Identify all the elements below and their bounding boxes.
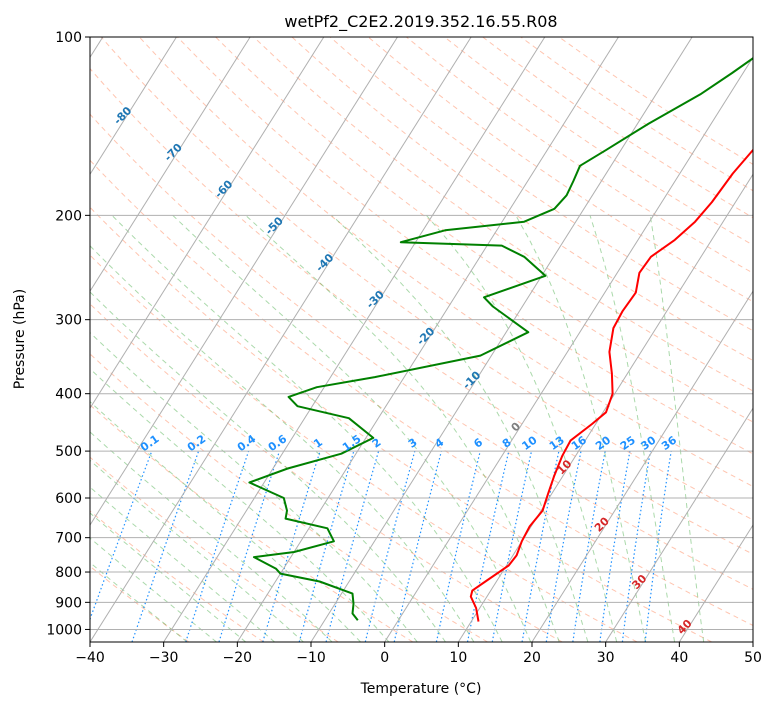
moist-adiabat-line bbox=[90, 245, 475, 642]
isotherm-line bbox=[90, 37, 177, 176]
moist-adiabat-line bbox=[245, 214, 560, 642]
y-tick-label: 900 bbox=[55, 595, 82, 611]
x-tick-label: −20 bbox=[223, 650, 253, 666]
y-axis: 1000 900 800 700 600 500 400 300 200 100 bbox=[46, 30, 90, 638]
isotherm-line bbox=[236, 37, 619, 642]
isotherm-line bbox=[90, 37, 472, 642]
moist-adiabat-line bbox=[589, 215, 676, 642]
dry-adiabat-line bbox=[90, 67, 753, 555]
plot-area: -100-90-80-70-60-50-40-30-20-10010203040… bbox=[90, 37, 753, 642]
y-tick-label: 300 bbox=[55, 313, 82, 329]
moist-adiabat-line bbox=[111, 214, 503, 642]
moist-adiabats bbox=[90, 214, 705, 642]
mixing-ratio-line bbox=[185, 450, 250, 642]
moist-adiabat-line bbox=[90, 331, 418, 642]
x-tick-label: −10 bbox=[296, 650, 326, 666]
dry-adiabat-line bbox=[90, 456, 339, 642]
dry-adiabat-line bbox=[90, 113, 753, 590]
isotherm-line bbox=[90, 37, 398, 527]
y-tick-label: 800 bbox=[55, 565, 82, 581]
isotherm-line bbox=[163, 37, 546, 642]
y-tick-label: 100 bbox=[55, 30, 82, 46]
moist-adiabat-line bbox=[90, 486, 275, 642]
isotherm-line bbox=[384, 56, 753, 642]
dry-adiabat-line bbox=[90, 303, 563, 642]
x-axis: −40 −30 −20 −10 0 10 20 30 40 50 bbox=[75, 642, 762, 666]
dry-adiabat-line bbox=[291, 37, 753, 362]
x-tick-label: −30 bbox=[149, 650, 179, 666]
mixing-ratio-line bbox=[435, 450, 481, 642]
dry-adiabat-line bbox=[90, 510, 264, 642]
x-axis-title: Temperature (°C) bbox=[360, 681, 482, 697]
y-tick-label: 400 bbox=[55, 387, 82, 403]
x-tick-label: 10 bbox=[449, 650, 467, 666]
dry-adiabat-line bbox=[367, 37, 753, 303]
isotherm-line bbox=[678, 524, 753, 642]
y-tick-label: 200 bbox=[55, 208, 82, 224]
dry-adiabat-line bbox=[90, 353, 488, 642]
profile-series bbox=[248, 57, 753, 622]
plot-frame bbox=[89, 36, 754, 643]
y-tick-label: 1000 bbox=[46, 622, 82, 638]
y-axis-title: Pressure (hPa) bbox=[12, 289, 28, 389]
x-tick-label: 50 bbox=[744, 650, 762, 666]
moist-adiabat-line bbox=[515, 215, 647, 642]
isotherm-line bbox=[90, 37, 325, 410]
mixing-ratio-line bbox=[218, 450, 281, 642]
chart-title: wetPf2_C2E2.2019.352.16.55.R08 bbox=[284, 12, 557, 32]
mixing-ratio-line bbox=[325, 450, 380, 642]
moist-adiabat-line bbox=[90, 401, 361, 642]
x-tick-label: 30 bbox=[597, 650, 615, 666]
y-tick-label: 600 bbox=[55, 491, 82, 507]
dewpoint-profile-line bbox=[248, 57, 753, 621]
moist-adiabat-line bbox=[90, 431, 333, 642]
isotherm-line bbox=[531, 290, 753, 642]
mixing-ratio-line bbox=[644, 451, 672, 642]
dry-adiabat-line bbox=[90, 159, 753, 627]
isotherm-line bbox=[605, 407, 753, 642]
moist-adiabat-line bbox=[90, 459, 304, 642]
temperature-profile-line bbox=[469, 148, 753, 622]
moist-adiabat-line bbox=[331, 214, 589, 642]
x-tick-label: 20 bbox=[523, 650, 541, 666]
moist-adiabat-line bbox=[90, 368, 390, 642]
dry-adiabat-line bbox=[100, 37, 753, 521]
mixing-ratio-line bbox=[298, 450, 355, 642]
mixing-ratio-line bbox=[621, 450, 651, 642]
x-tick-label: 0 bbox=[380, 650, 389, 666]
isobar-gridlines bbox=[90, 37, 753, 630]
mixing-ratio-line bbox=[466, 450, 510, 642]
mixing-ratio-line bbox=[364, 450, 416, 642]
mixing-ratio-line bbox=[262, 450, 321, 642]
y-tick-label: 700 bbox=[55, 531, 82, 547]
mixing-ratio-line bbox=[599, 450, 631, 642]
isotherm-line bbox=[310, 37, 693, 642]
moist-adiabat-line bbox=[172, 214, 532, 642]
dry-adiabat-line bbox=[90, 206, 712, 642]
isotherm-line bbox=[90, 37, 251, 293]
dry-adiabat-line bbox=[215, 37, 753, 423]
x-tick-label: 40 bbox=[670, 650, 688, 666]
x-tick-label: −40 bbox=[75, 650, 105, 666]
y-tick-label: 500 bbox=[55, 444, 82, 460]
